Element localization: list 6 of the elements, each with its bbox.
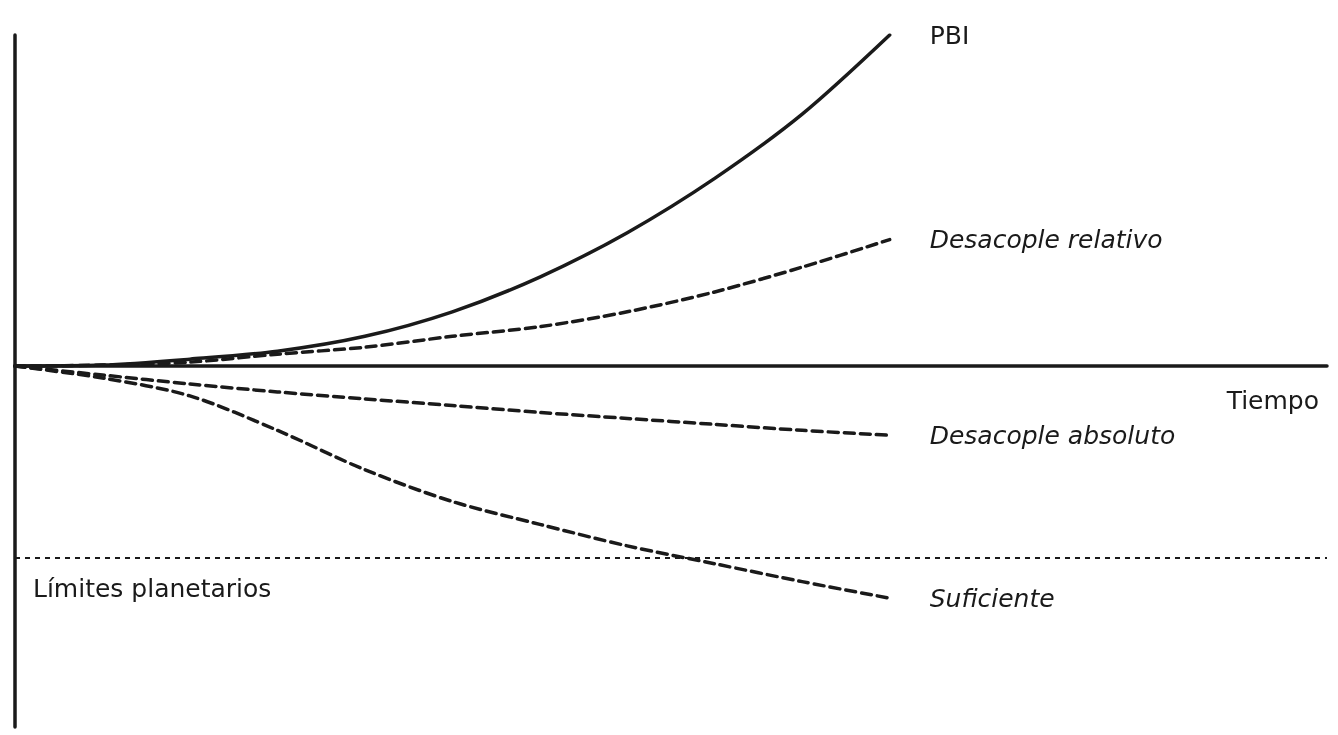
- x-axis-title: Tiempo: [1225, 386, 1319, 416]
- series-label: Desacople absoluto: [929, 420, 1176, 450]
- series-label: Desacople relativo: [929, 225, 1163, 255]
- series-label: PBI: [929, 20, 970, 50]
- series-label: Suficiente: [929, 583, 1055, 613]
- ref-line-label: Límites planetarios: [33, 574, 272, 604]
